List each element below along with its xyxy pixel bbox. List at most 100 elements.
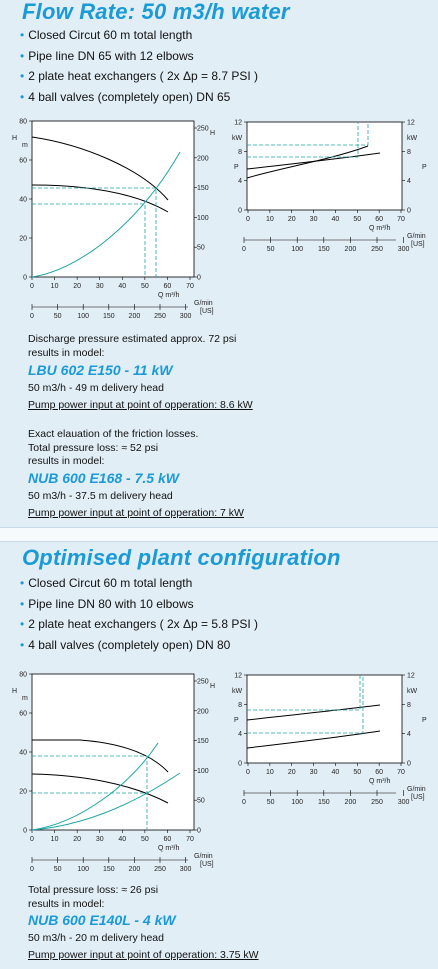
x-tick-label: 40 (332, 769, 340, 776)
plot-area (31, 120, 195, 278)
x-tick-label: 40 (118, 283, 126, 290)
x-tick-label: 0 (30, 836, 34, 843)
y-tick-label: 60 (19, 158, 27, 165)
x-tick-label: 10 (51, 836, 59, 843)
power-chart-1: 0 4 8 12 0 4 8 12 kW PkW P 0 10 20 30 40 50 60 70 Q m³/h 0 50… (232, 120, 427, 254)
bullet-item: • Closed Circut 60 m total length (20, 576, 193, 590)
x-tick-label: 0 (30, 283, 34, 290)
y-tick-label: 80 (19, 119, 27, 126)
y2-axis-label: H (210, 683, 215, 690)
y-axis-label: H (12, 135, 17, 142)
power-input-text: Pump power input at point of opperation:… (28, 399, 253, 411)
secondary-x-tick-label: 200 (345, 246, 357, 253)
secondary-x-tick-label: 0 (30, 313, 34, 320)
secondary-x-tick-label: 100 (291, 799, 303, 806)
y2-tick-label: 0 (197, 828, 201, 835)
y-tick-label: 12 (234, 673, 242, 680)
secondary-x-unit: [US] (200, 308, 214, 315)
secondary-x-tick-label: 100 (291, 246, 303, 253)
pump-curve-small (31, 184, 169, 213)
y2-tick-label: 250 (197, 126, 209, 133)
secondary-x-tick-label: 50 (267, 799, 275, 806)
bullet-item: • 2 plate heat exchangers ( 2x Δp = 8.7 P… (20, 69, 259, 83)
y-axis-unit: m (22, 142, 28, 149)
power-curve-large (246, 145, 369, 179)
y2-tick-label: 100 (197, 768, 209, 775)
secondary-x-tick-label: 250 (154, 313, 166, 320)
secondary-x-tick-label: 250 (371, 246, 383, 253)
x-tick-label: 60 (375, 216, 383, 223)
y2-axis-unit: kW (407, 688, 418, 695)
x-tick-label: 0 (246, 769, 250, 776)
y-tick-label: 40 (19, 750, 27, 757)
y-tick-label: 80 (19, 672, 27, 679)
model-detail: 50 m3/h - 49 m delivery head (28, 382, 164, 394)
section1-title: Flow Rate: 50 m3/h water (22, 0, 290, 24)
secondary-x-tick-label: 250 (154, 866, 166, 873)
secondary-x-unit: G/min (194, 300, 213, 307)
y2-tick-label: 12 (407, 120, 415, 127)
secondary-x-tick-label: 300 (180, 313, 192, 320)
y2-tick-label: 250 (197, 679, 209, 686)
x-tick-label: 10 (51, 283, 59, 290)
x-tick-label: 40 (332, 216, 340, 223)
secondary-x-tick-label: 250 (371, 799, 383, 806)
x-tick-label: 20 (288, 769, 296, 776)
x-tick-label: 50 (353, 216, 361, 223)
x-tick-label: 30 (310, 769, 318, 776)
operating-point-guide-1 (32, 755, 148, 830)
power-input-text: Pump power input at point of opperation:… (28, 949, 259, 961)
y-axis-unit: kW (232, 688, 243, 695)
power-input-text: Pump power input at point of opperation:… (28, 507, 244, 519)
power-chart-2: 0 4 8 12 0 4 8 12 kW PkW P 0 10 20 30 40 50 60 70 Q m³/h 0 50… (232, 673, 427, 807)
x-tick-label: 20 (73, 283, 81, 290)
secondary-x-tick-label: 100 (77, 866, 89, 873)
secondary-x-tick-label: 50 (267, 246, 275, 253)
x-tick-label: 20 (288, 216, 296, 223)
y-tick-label: 0 (23, 828, 27, 835)
x-tick-label: 50 (141, 836, 149, 843)
y-tick-label: 4 (238, 731, 242, 738)
secondary-x-tick-label: 150 (318, 246, 330, 253)
pump-curve-large (31, 136, 169, 201)
secondary-x-unit: [US] (411, 241, 425, 248)
pump-curve-large (32, 739, 169, 773)
section1-bullets: • Closed Circut 60 m total length • Pipe l… (20, 25, 258, 107)
model-detail: 50 m3/h - 20 m delivery head (28, 932, 164, 944)
x-tick-label: 30 (96, 283, 104, 290)
model-name: NUB 600 E168 - 7.5 kW (28, 470, 179, 486)
y2-tick-label: 200 (197, 708, 209, 715)
secondary-x-tick-label: 50 (54, 866, 62, 873)
secondary-x-unit: [US] (200, 861, 214, 868)
plot-area (246, 674, 403, 764)
y2-tick-label: 150 (197, 185, 209, 192)
y-tick-label: 12 (234, 120, 242, 127)
system-curve (31, 151, 181, 278)
bullet-item: • Pipe line DN 65 with 12 elbows (20, 48, 194, 63)
power-curve-large (246, 704, 381, 721)
secondary-x-tick-label: 300 (398, 246, 410, 253)
model-name: NUB 600 E140L - 4 kW (28, 912, 176, 928)
model-name: LBU 602 E150 - 11 kW (28, 362, 173, 378)
x-tick-label: 0 (246, 216, 250, 223)
secondary-x-tick-label: 150 (103, 313, 115, 320)
section2-title: Optimised plant configuration (22, 545, 341, 570)
y-axis-unit: kW (232, 135, 243, 142)
bullet-item: • Pipe line DN 80 with 10 elbows (20, 596, 194, 611)
y2-tick-label: 50 (197, 245, 205, 252)
bullet-item: • 4 ball valves (completely open) DN 80 (20, 637, 231, 652)
secondary-x-tick-label: 0 (242, 246, 246, 253)
secondary-x-unit: [US] (411, 794, 425, 801)
power-guide-1 (247, 122, 369, 146)
power-guide-1 (247, 675, 361, 711)
secondary-x-tick-label: 200 (129, 866, 141, 873)
model-detail: 50 m3/h - 37.5 m delivery head (28, 490, 173, 502)
secondary-x-tick-label: 150 (318, 799, 330, 806)
y2-tick-label: 50 (197, 798, 205, 805)
y-tick-label: 0 (238, 761, 242, 768)
x-axis-unit: Q m³/h (369, 225, 390, 232)
x-tick-label: 50 (353, 769, 361, 776)
x-tick-label: 70 (397, 216, 405, 223)
y-tick-label: 60 (19, 711, 27, 718)
